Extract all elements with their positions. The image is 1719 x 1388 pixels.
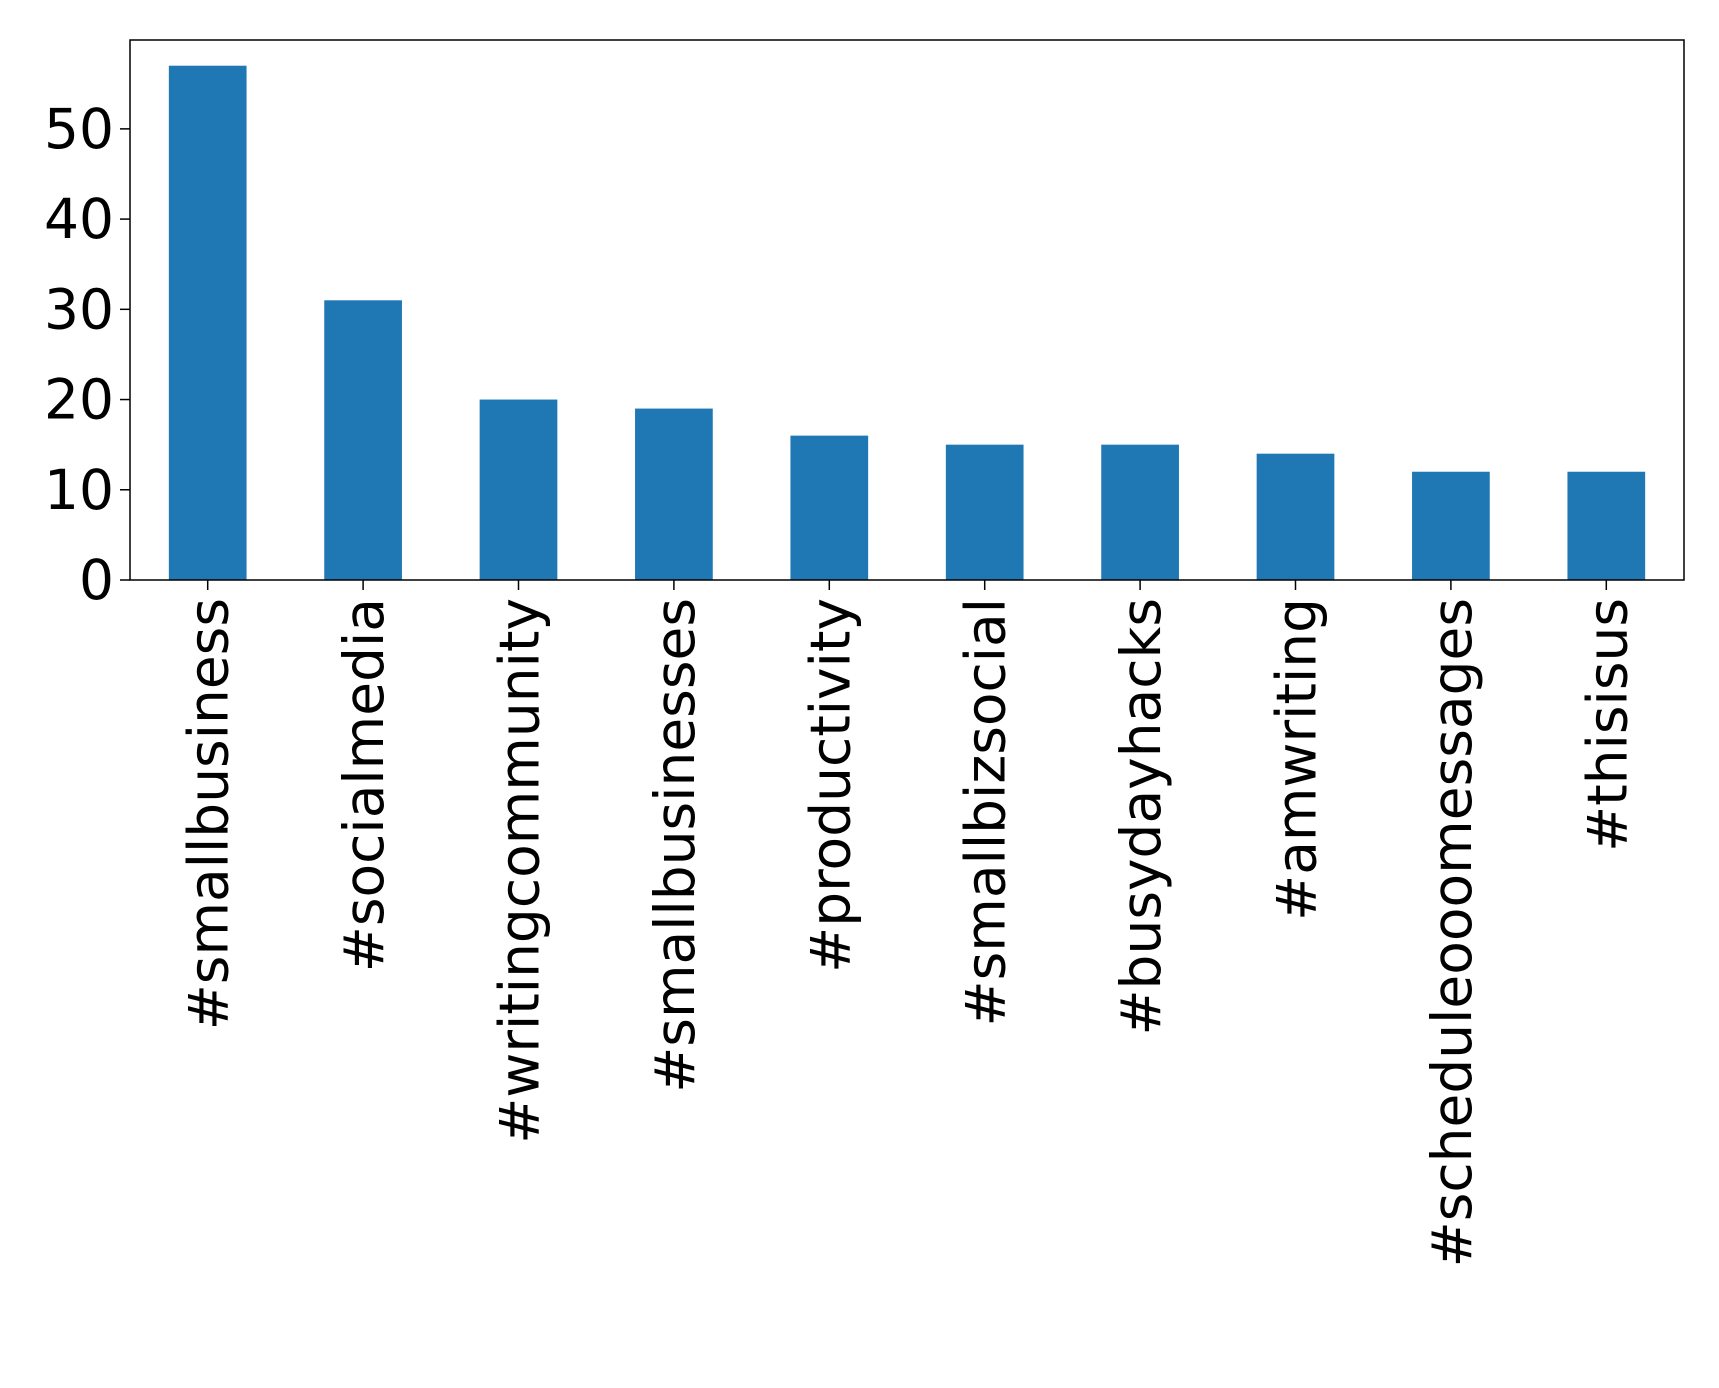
bar xyxy=(790,435,869,580)
x-tick-label: #smallbusiness xyxy=(177,598,241,1030)
y-tick-label: 50 xyxy=(44,97,114,161)
y-tick-label: 0 xyxy=(79,548,114,612)
x-tick-label: #productivity xyxy=(798,598,862,973)
x-tick-label: #thisisus xyxy=(1575,598,1639,852)
bar xyxy=(1567,471,1646,580)
y-tick-label: 30 xyxy=(44,277,114,341)
x-tick-label: #busydayhacks xyxy=(1109,598,1173,1036)
x-tick-label: #writingcommunity xyxy=(488,598,552,1144)
bar xyxy=(945,444,1024,580)
bar xyxy=(635,408,713,580)
x-tick-label: #socialmedia xyxy=(332,598,396,972)
x-tick-label: #scheduleooomessages xyxy=(1420,598,1484,1267)
bar xyxy=(324,300,402,580)
bar xyxy=(1101,444,1179,580)
x-tick-label: #amwriting xyxy=(1265,598,1329,921)
bar xyxy=(1412,471,1490,580)
x-tick-label: #smallbizsocial xyxy=(954,598,1018,1026)
bar xyxy=(168,65,247,580)
x-tick-label: #smallbusinesses xyxy=(643,598,707,1093)
y-tick-label: 20 xyxy=(44,368,114,432)
plot-frame xyxy=(129,39,1685,581)
bar xyxy=(1256,453,1335,580)
bar xyxy=(479,399,558,580)
y-tick-label: 10 xyxy=(44,458,114,522)
y-tick-label: 40 xyxy=(44,187,114,251)
